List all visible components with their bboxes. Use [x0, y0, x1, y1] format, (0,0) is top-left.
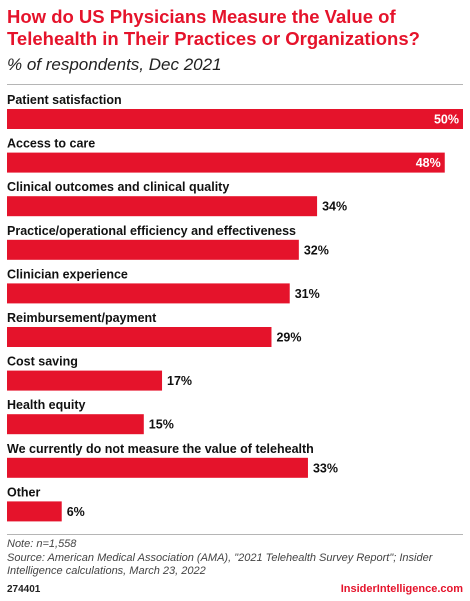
- value-label: 15%: [149, 418, 174, 432]
- value-label: 34%: [322, 200, 347, 214]
- bar: [7, 239, 299, 260]
- chart-subtitle: % of respondents, Dec 2021: [7, 55, 222, 74]
- bar: [7, 370, 163, 391]
- category-label: Reimbursement/payment: [7, 311, 157, 325]
- value-label: 6%: [67, 505, 85, 519]
- value-label: 50%: [434, 113, 459, 127]
- value-label: 31%: [295, 287, 320, 301]
- value-label: 17%: [167, 374, 192, 388]
- category-label: Health equity: [7, 398, 86, 412]
- category-label: We currently do not measure the value of…: [7, 442, 314, 456]
- bar: [7, 152, 445, 173]
- brand-link[interactable]: InsiderIntelligence.com: [340, 583, 463, 595]
- bar: [7, 414, 144, 435]
- category-label: Other: [7, 485, 40, 499]
- bar-chart: Patient satisfaction 50% Access to care 48%…: [7, 93, 463, 522]
- value-label: 29%: [276, 331, 301, 345]
- chart-notes: Note: n=1,558 Source: American Medical A…: [7, 538, 463, 579]
- value-label: 48%: [416, 156, 441, 170]
- note-text: Note: n=1,558: [7, 538, 77, 550]
- bar: [7, 457, 308, 478]
- category-label: Patient satisfaction: [7, 93, 122, 107]
- value-label: 32%: [304, 243, 329, 257]
- bar: [7, 327, 272, 347]
- footer-divider: [7, 534, 463, 535]
- category-label: Access to care: [7, 137, 95, 151]
- top-divider: [7, 84, 463, 85]
- bar: [7, 109, 463, 129]
- value-label: 33%: [313, 461, 338, 475]
- chart-title: How do US Physicians Measure the Value o…: [7, 6, 420, 49]
- source-text: Source: American Medical Association (AM…: [7, 551, 433, 578]
- category-label: Clinician experience: [7, 267, 128, 281]
- bar: [7, 196, 318, 217]
- bar: [7, 283, 290, 304]
- category-label: Cost saving: [7, 355, 78, 369]
- category-label: Practice/operational efficiency and effe…: [7, 224, 296, 238]
- category-label: Clinical outcomes and clinical quality: [7, 180, 229, 194]
- chart-id: 274401: [7, 584, 41, 595]
- bar: [7, 501, 62, 522]
